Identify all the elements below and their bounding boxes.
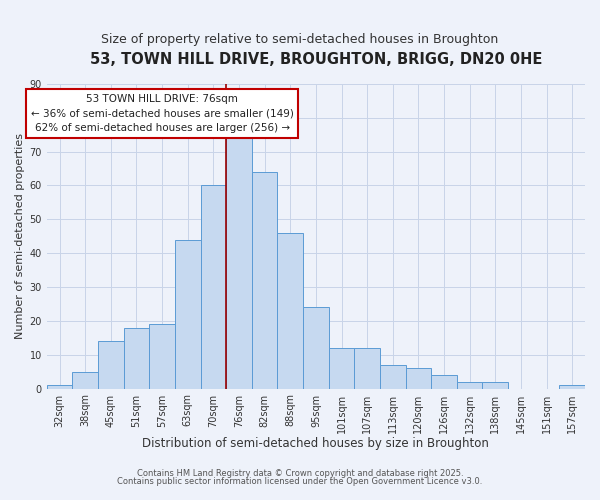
Text: Size of property relative to semi-detached houses in Broughton: Size of property relative to semi-detach… xyxy=(101,32,499,46)
Bar xyxy=(73,372,98,388)
Bar xyxy=(226,134,252,388)
Bar xyxy=(47,385,73,388)
Bar xyxy=(98,341,124,388)
Bar xyxy=(380,365,406,388)
Bar xyxy=(252,172,277,388)
Y-axis label: Number of semi-detached properties: Number of semi-detached properties xyxy=(16,134,25,340)
Bar xyxy=(482,382,508,388)
Bar xyxy=(457,382,482,388)
Bar xyxy=(149,324,175,388)
X-axis label: Distribution of semi-detached houses by size in Broughton: Distribution of semi-detached houses by … xyxy=(142,437,490,450)
Bar xyxy=(303,308,329,388)
Bar xyxy=(431,375,457,388)
Bar xyxy=(559,385,585,388)
Text: 53 TOWN HILL DRIVE: 76sqm
← 36% of semi-detached houses are smaller (149)
62% of: 53 TOWN HILL DRIVE: 76sqm ← 36% of semi-… xyxy=(31,94,293,133)
Bar xyxy=(277,233,303,388)
Text: Contains HM Land Registry data © Crown copyright and database right 2025.: Contains HM Land Registry data © Crown c… xyxy=(137,468,463,477)
Bar xyxy=(200,186,226,388)
Title: 53, TOWN HILL DRIVE, BROUGHTON, BRIGG, DN20 0HE: 53, TOWN HILL DRIVE, BROUGHTON, BRIGG, D… xyxy=(90,52,542,68)
Bar xyxy=(406,368,431,388)
Bar xyxy=(124,328,149,388)
Bar xyxy=(175,240,200,388)
Bar xyxy=(355,348,380,389)
Bar xyxy=(329,348,355,389)
Text: Contains public sector information licensed under the Open Government Licence v3: Contains public sector information licen… xyxy=(118,477,482,486)
